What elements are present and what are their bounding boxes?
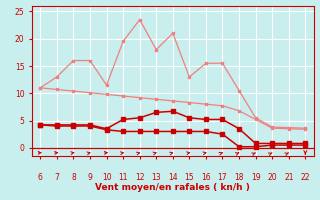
X-axis label: Vent moyen/en rafales ( kn/h ): Vent moyen/en rafales ( kn/h ): [95, 183, 250, 192]
